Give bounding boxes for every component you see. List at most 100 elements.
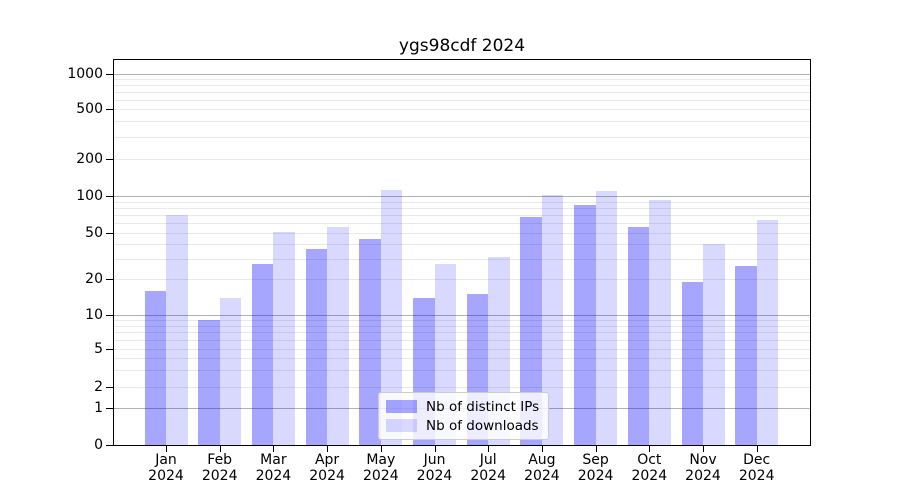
y-tick-label: 2 [94, 379, 103, 395]
y-tick [106, 315, 113, 316]
x-tick-label: Oct 2024 [631, 452, 668, 484]
y-tick-label: 200 [76, 151, 103, 167]
bar-dec-distinct-ips [735, 265, 757, 445]
bar-apr-distinct-ips [305, 249, 328, 445]
x-tick [380, 446, 382, 452]
x-tick-label: May 2024 [362, 452, 399, 484]
legend-swatch-downloads [386, 419, 417, 432]
x-tick [703, 446, 704, 452]
gridline-minor [114, 320, 810, 322]
gridline-minor [114, 207, 810, 209]
y-tick [106, 233, 113, 234]
y-tick [106, 74, 113, 75]
gridline-major [114, 315, 810, 316]
bar-feb-downloads [219, 297, 242, 445]
gridline-minor [114, 370, 810, 372]
gridline-minor [114, 349, 810, 350]
x-tick [649, 446, 651, 452]
y-tick-label: 50 [85, 225, 103, 241]
y-tick [106, 196, 113, 197]
bar-may-distinct-ips [359, 239, 381, 445]
x-tick-label: Dec 2024 [738, 452, 775, 484]
bar-sep-downloads [595, 190, 618, 445]
x-tick [541, 446, 543, 452]
gridline-minor [114, 85, 810, 87]
x-tick-label: Nov 2024 [685, 452, 721, 484]
gridline-minor [114, 233, 810, 234]
gridline-minor [114, 201, 810, 203]
bar-mar-distinct-ips [251, 263, 274, 445]
x-tick-label: Jul 2024 [470, 452, 506, 484]
legend-label-downloads: Nb of downloads [426, 417, 539, 434]
gridline-minor [114, 136, 810, 138]
y-tick [106, 349, 113, 350]
y-tick [106, 387, 113, 388]
x-tick [166, 446, 167, 452]
bar-may-downloads [380, 189, 403, 445]
y-tick-label: 500 [76, 101, 103, 117]
legend-item-distinct-ips: Nb of distinct IPs [386, 397, 539, 416]
bar-apr-downloads [327, 226, 349, 445]
gridline-minor [114, 99, 810, 101]
gridline-major [114, 196, 810, 197]
bar-oct-distinct-ips [627, 226, 650, 445]
bar-oct-downloads [649, 199, 671, 445]
y-tick-label: 10 [85, 307, 103, 323]
bar-nov-downloads [703, 244, 725, 445]
y-tick-label: 5 [94, 341, 103, 357]
x-tick-label: Jan 2024 [148, 452, 184, 484]
gridline-minor [114, 340, 810, 342]
y-tick-label: 0 [94, 437, 103, 453]
bar-sep-distinct-ips [574, 205, 596, 445]
x-tick [488, 446, 490, 452]
y-tick [106, 408, 113, 409]
bar-mar-downloads [273, 231, 295, 445]
legend-item-downloads: Nb of downloads [386, 416, 539, 435]
y-tick-label: 1 [94, 400, 103, 416]
gridline-minor [114, 79, 810, 81]
x-tick-label: Apr 2024 [309, 452, 345, 484]
x-tick [434, 446, 436, 452]
legend-label-distinct-ips: Nb of distinct IPs [426, 398, 540, 415]
y-tick [106, 445, 113, 446]
x-tick [327, 446, 329, 452]
x-tick-label: Jun 2024 [416, 452, 453, 484]
gridline-minor [114, 121, 810, 123]
gridline-minor [114, 244, 810, 246]
gridline-minor [114, 358, 810, 360]
y-tick [106, 279, 113, 280]
x-tick-label: Feb 2024 [201, 452, 238, 484]
x-tick [756, 446, 758, 452]
gridline-major [114, 74, 810, 75]
y-tick-label: 1000 [67, 66, 103, 82]
gridline-minor [114, 109, 810, 110]
x-tick-label: Mar 2024 [255, 452, 292, 484]
gridline-minor [114, 159, 810, 160]
x-tick [219, 446, 221, 452]
bar-feb-distinct-ips [198, 320, 220, 445]
y-tick [106, 159, 113, 160]
x-tick [273, 446, 275, 452]
y-tick-label: 100 [76, 188, 103, 204]
chart-title: ygs98cdf 2024 [398, 36, 526, 56]
gridline-minor [114, 332, 810, 334]
x-tick [595, 446, 597, 452]
x-tick-label: Aug 2024 [524, 452, 560, 484]
gridline-minor [114, 325, 810, 327]
y-tick [106, 109, 113, 110]
gridline-minor [114, 387, 810, 388]
gridline-minor [114, 215, 810, 217]
bar-dec-downloads [756, 219, 779, 445]
plot-area [113, 59, 811, 446]
gridline-minor [114, 258, 810, 260]
gridline-minor [114, 92, 810, 93]
gridline-minor [114, 223, 810, 225]
bar-jan-distinct-ips [144, 290, 166, 445]
bar-aug-distinct-ips [520, 217, 542, 445]
legend-swatch-distinct-ips [386, 400, 417, 413]
bar-nov-distinct-ips [681, 281, 703, 445]
bar-aug-downloads [541, 195, 564, 445]
bar-jan-downloads [166, 215, 188, 445]
y-tick-label: 20 [85, 271, 103, 287]
